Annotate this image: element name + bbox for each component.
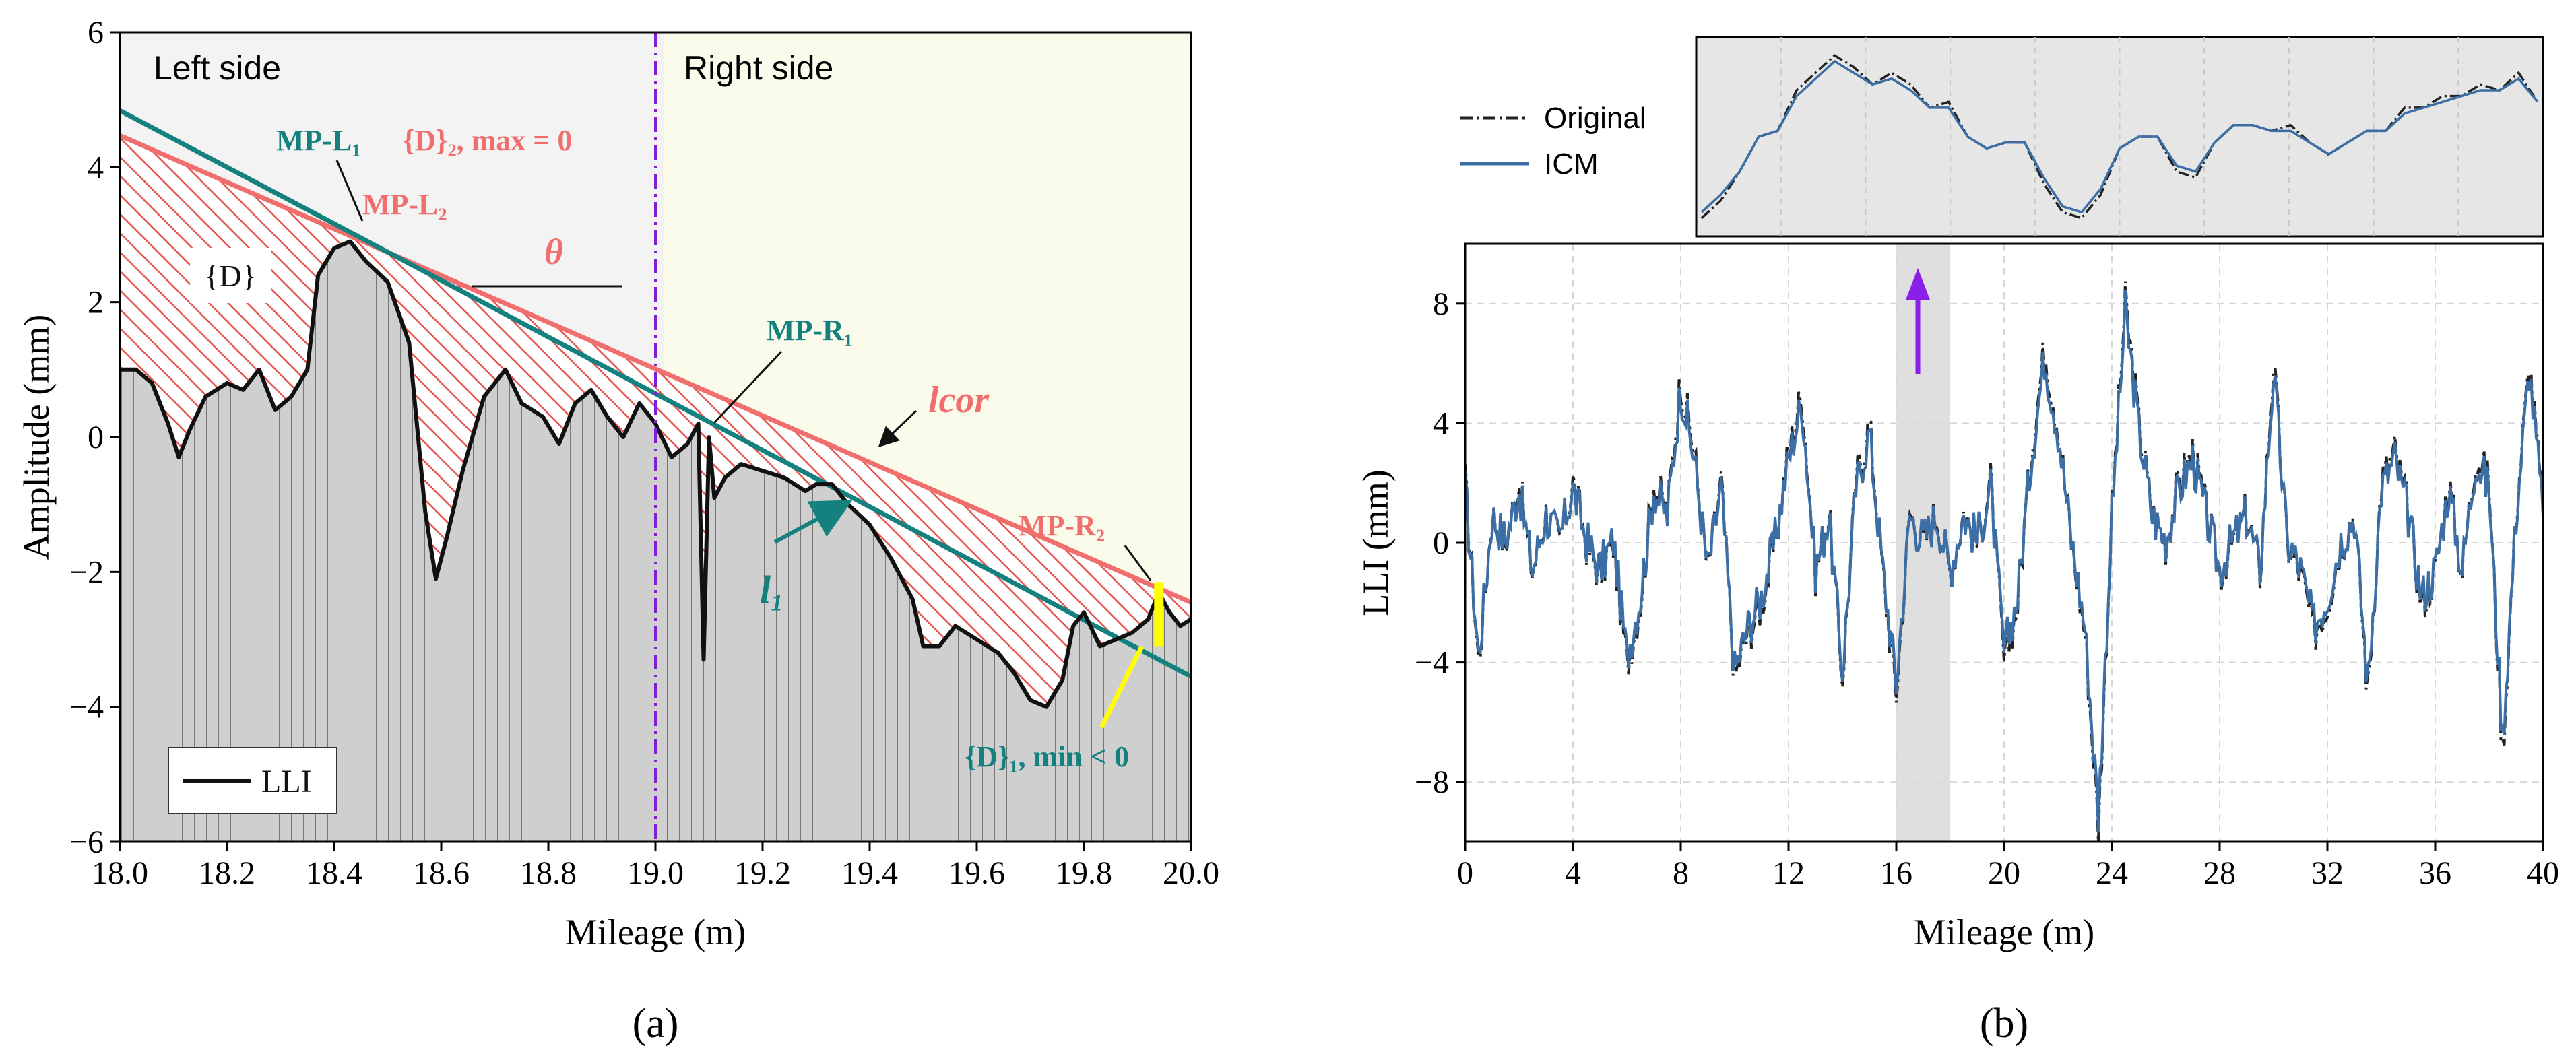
mp-l1-pointer xyxy=(335,160,364,222)
d2-max-annotation: {D}₂, max = 0 xyxy=(403,124,572,157)
a-x-tick-label: 19.0 xyxy=(627,855,684,891)
b-x-tick-label: 4 xyxy=(1565,855,1581,891)
b-x-tick-label: 28 xyxy=(2203,855,2236,891)
a-y-tick-label: 2 xyxy=(88,285,104,321)
l1-annotation: l₁ xyxy=(760,568,784,611)
l-cor-line xyxy=(120,133,1191,605)
a-y-ticks: −6 −4 −2 0 2 4 6 xyxy=(69,15,120,860)
b-x-tick-label: 32 xyxy=(2311,855,2344,891)
a-y-axis-label: Amplitude (mm) xyxy=(16,315,57,560)
b-y-axis-label: LLI (mm) xyxy=(1355,469,1396,616)
mp-r2-annotation: MP-R₂ xyxy=(1019,509,1105,542)
b-grid xyxy=(1465,244,2543,842)
panel-b-label: (b) xyxy=(1980,1001,2028,1047)
b-x-tick-label: 24 xyxy=(2096,855,2128,891)
l-cor-pointer xyxy=(878,409,917,448)
theta-annotation: θ xyxy=(544,232,563,272)
l1-pointer xyxy=(773,500,853,544)
a-x-tick-label: 19.6 xyxy=(948,855,1005,891)
b-x-tick-label: 0 xyxy=(1457,855,1473,891)
b-y-tick-label: −4 xyxy=(1415,645,1449,681)
b-x-tick-label: 36 xyxy=(2419,855,2451,891)
b-y-ticks: −8 −4 0 4 8 xyxy=(1415,286,1465,800)
b-x-tick-label: 12 xyxy=(1772,855,1805,891)
d1-min-annotation: {D}₁, min < 0 xyxy=(965,740,1129,773)
a-legend-label-lli: LLI xyxy=(261,764,312,799)
a-x-tick-label: 19.8 xyxy=(1056,855,1112,891)
a-y-tick-label: 6 xyxy=(88,15,104,51)
a-x-tick-label: 18.4 xyxy=(306,855,362,891)
b-x-tick-label: 20 xyxy=(1988,855,2020,891)
right-side-label: Right side xyxy=(684,49,833,87)
mp-r2-pointer xyxy=(1124,545,1152,581)
a-x-tick-label: 18.0 xyxy=(92,855,148,891)
a-y-tick-label: −6 xyxy=(69,824,104,860)
l-cor-annotation: lcor xyxy=(928,379,990,421)
a-y-tick-label: −4 xyxy=(69,690,104,725)
b-x-tick-label: 40 xyxy=(2527,855,2559,891)
panel-a: 18.0 18.2 18.4 18.6 18.8 19.0 19.2 19.4 19.6 19.8… xyxy=(16,15,1219,1047)
a-y-tick-label: −2 xyxy=(69,554,104,590)
b-x-tick-label: 8 xyxy=(1673,855,1689,891)
lli-line xyxy=(120,239,1191,709)
a-y-tick-label: 4 xyxy=(88,150,104,185)
mp-l1-annotation: MP-L₁ xyxy=(276,124,361,157)
a-x-ticks: 18.0 18.2 18.4 18.6 18.8 19.0 19.2 19.4 19.6 19.8… xyxy=(92,842,1219,891)
a-x-tick-label: 18.8 xyxy=(520,855,577,891)
a-x-tick-label: 19.4 xyxy=(841,855,898,891)
a-y-tick-label: 0 xyxy=(88,420,104,455)
b-x-axis-label: Mileage (m) xyxy=(1914,912,2094,952)
b-x-tick-label: 16 xyxy=(1880,855,1912,891)
panel-a-label: (a) xyxy=(633,1001,679,1047)
inset-grid xyxy=(1780,37,2459,236)
a-x-tick-label: 18.6 xyxy=(413,855,470,891)
mp-r1-pointer xyxy=(713,350,783,424)
icm-series-line xyxy=(1465,290,2543,832)
a-x-tick-label: 19.2 xyxy=(734,855,791,891)
left-side-label: Left side xyxy=(154,49,281,87)
d-set-annotation: {D} xyxy=(204,259,256,293)
b-x-ticks: 0 4 8 12 16 20 24 28 32 36 40 xyxy=(1457,842,2559,891)
b-y-tick-label: 4 xyxy=(1433,405,1449,441)
highlight-arrow-head xyxy=(1906,268,1930,300)
a-x-tick-label: 18.2 xyxy=(199,855,255,891)
mp-r1-annotation: MP-R₁ xyxy=(767,314,853,347)
a-x-axis-label: Mileage (m) xyxy=(565,912,746,952)
b-y-tick-label: −8 xyxy=(1415,764,1449,800)
highlight-band xyxy=(1896,244,1950,842)
d-set-label-box xyxy=(190,248,271,303)
b-legend-label-icm: ICM xyxy=(1544,147,1599,180)
b-legend-label-original: Original xyxy=(1544,102,1646,135)
a-x-tick-label: 20.0 xyxy=(1163,855,1219,891)
b-y-tick-label: 8 xyxy=(1433,286,1449,322)
inset-icm-line xyxy=(1700,59,2539,214)
mp-l2-annotation: MP-L₂ xyxy=(362,188,447,221)
d1-min-pointer xyxy=(1099,645,1145,729)
b-y-tick-label: 0 xyxy=(1433,525,1449,561)
